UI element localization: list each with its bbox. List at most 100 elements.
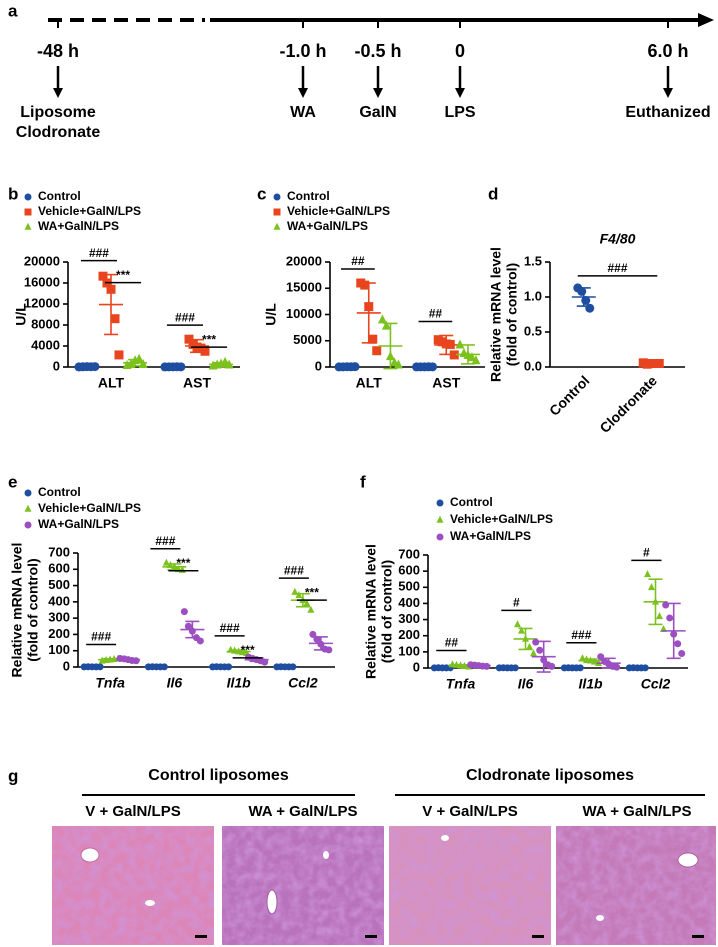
- x-tick-label: Tnfa: [95, 675, 125, 691]
- legend-marker: [24, 489, 32, 497]
- data-point: [518, 626, 525, 634]
- data-point: [644, 570, 651, 578]
- x-tick-label: ALT: [98, 375, 125, 391]
- event-label: Clodronate: [16, 124, 101, 141]
- y-tick-label: 300: [48, 610, 70, 625]
- data-point: [530, 649, 537, 657]
- panel-label: g: [8, 766, 18, 785]
- data-point: [184, 622, 192, 630]
- y-axis-label: (fold of control): [379, 560, 395, 663]
- x-tick-label: Clodronate: [596, 372, 660, 436]
- data-point: [536, 646, 544, 654]
- significance-label: ###: [607, 261, 627, 275]
- scale-bar: [692, 935, 704, 938]
- significance-label: ***: [176, 556, 190, 570]
- timeline-arrowhead: [698, 13, 714, 27]
- panel-label: d: [488, 184, 498, 203]
- event-time: -1.0 h: [279, 41, 326, 61]
- legend-label: Control: [38, 189, 81, 203]
- data-point: [548, 662, 556, 670]
- y-tick-label: 16000: [24, 274, 60, 289]
- image-title: V + GalN/LPS: [422, 803, 517, 820]
- legend-marker: [24, 222, 32, 230]
- y-tick-label: 1.0: [524, 288, 542, 303]
- data-point: [678, 649, 686, 657]
- event-label: Euthanized: [625, 104, 710, 121]
- event-arrowhead: [298, 88, 308, 98]
- significance-label: ***: [202, 332, 216, 346]
- y-tick-label: 4000: [31, 337, 60, 352]
- x-tick-label: Ccl2: [288, 675, 318, 691]
- y-tick-label: 8000: [31, 316, 60, 331]
- data-point: [455, 339, 465, 349]
- data-point: [325, 646, 333, 654]
- legend-label: Vehicle+GalN/LPS: [38, 204, 141, 218]
- legend-marker: [273, 193, 281, 201]
- event-time: 0: [455, 41, 465, 61]
- x-tick-label: AST: [432, 375, 460, 391]
- significance-label: ###: [284, 563, 304, 577]
- legend-label: Control: [287, 189, 330, 203]
- event-label: Liposome: [20, 104, 96, 121]
- data-point: [449, 350, 459, 360]
- vessel: [323, 851, 329, 859]
- panel-label: a: [8, 1, 18, 20]
- y-tick-label: 100: [48, 642, 70, 657]
- legend-marker: [24, 521, 32, 529]
- data-point: [303, 599, 311, 607]
- event-label: GalN: [359, 104, 396, 121]
- legend-marker: [24, 504, 32, 512]
- data-point: [307, 605, 315, 613]
- legend-label: WA+GalN/LPS: [38, 517, 119, 531]
- significance-label: ***: [116, 268, 130, 282]
- event-label: WA: [290, 104, 316, 121]
- y-tick-label: 300: [398, 611, 420, 626]
- legend-marker: [436, 515, 444, 523]
- significance-label: ###: [175, 310, 195, 324]
- x-tick-label: ALT: [356, 375, 383, 391]
- vessel: [596, 915, 604, 921]
- y-tick-label: 20000: [24, 253, 60, 268]
- y-tick-label: 0.0: [524, 358, 542, 373]
- event-arrowhead: [53, 88, 63, 98]
- texture: [222, 826, 384, 945]
- panel-label: b: [8, 184, 18, 203]
- panel-label: f: [360, 472, 366, 491]
- data-point: [295, 591, 303, 599]
- x-tick-label: Ccl2: [641, 676, 671, 692]
- scale-bar: [195, 935, 207, 938]
- x-tick-label: Control: [546, 372, 593, 419]
- panel-label: e: [8, 472, 17, 491]
- y-tick-label: 20000: [286, 253, 322, 268]
- event-arrowhead: [455, 88, 465, 98]
- y-tick-label: 700: [48, 544, 70, 559]
- vessel: [677, 852, 699, 868]
- data-point: [200, 346, 210, 356]
- significance-label: ###: [155, 534, 175, 548]
- x-tick-label: Il6: [167, 675, 183, 691]
- vessel: [441, 835, 449, 841]
- data-point: [180, 608, 188, 616]
- event-arrowhead: [373, 88, 383, 98]
- y-tick-label: 600: [48, 561, 70, 576]
- y-tick-label: 0: [413, 659, 420, 674]
- data-point: [184, 334, 194, 344]
- data-point: [134, 353, 144, 363]
- legend-label: Control: [450, 495, 493, 509]
- significance-label: ***: [305, 585, 319, 599]
- y-axis-label: U/L: [263, 303, 279, 326]
- data-point: [372, 346, 382, 356]
- data-point: [368, 334, 378, 344]
- y-tick-label: 0: [53, 358, 60, 373]
- legend-label: Control: [38, 485, 81, 499]
- y-tick-label: 400: [48, 593, 70, 608]
- y-tick-label: 10000: [286, 306, 322, 321]
- vessel: [266, 889, 278, 915]
- y-tick-label: 5000: [293, 332, 322, 347]
- data-point: [471, 355, 481, 365]
- data-point: [666, 614, 674, 622]
- histology-images: [52, 826, 716, 945]
- y-axis-label: (fold of control): [25, 558, 41, 661]
- y-tick-label: 700: [398, 546, 420, 561]
- y-tick-label: 0: [315, 358, 322, 373]
